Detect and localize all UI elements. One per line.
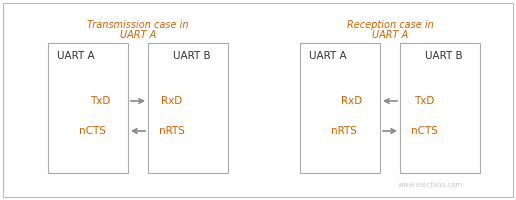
Text: nRTS: nRTS (159, 126, 185, 136)
Bar (48, 43, 128, 173)
Text: RxD: RxD (162, 96, 183, 106)
Text: www.elecfans.com: www.elecfans.com (397, 182, 463, 188)
Bar (300, 43, 380, 173)
Text: nRTS: nRTS (331, 126, 357, 136)
Bar (400, 43, 480, 173)
Text: UART B: UART B (173, 51, 211, 61)
Text: nCTS: nCTS (78, 126, 105, 136)
Text: UART A: UART A (372, 30, 408, 40)
Text: RxD: RxD (342, 96, 363, 106)
Text: TxD: TxD (90, 96, 110, 106)
Text: Reception case in: Reception case in (347, 20, 433, 30)
Text: UART A: UART A (57, 51, 95, 61)
Text: UART B: UART B (425, 51, 463, 61)
Bar (148, 43, 228, 173)
Text: Transmission case in: Transmission case in (87, 20, 189, 30)
Text: TxD: TxD (414, 96, 434, 106)
Text: nCTS: nCTS (411, 126, 438, 136)
Text: UART A: UART A (120, 30, 156, 40)
Text: UART A: UART A (309, 51, 347, 61)
